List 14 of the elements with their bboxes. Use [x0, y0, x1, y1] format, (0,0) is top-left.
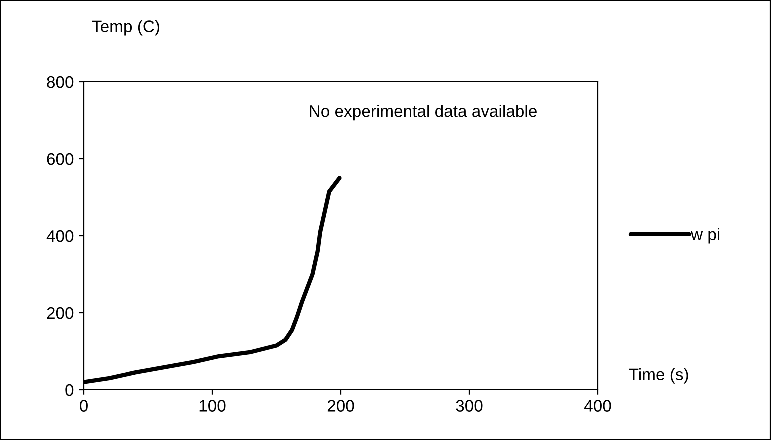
y-axis-title: Temp (C): [92, 20, 160, 36]
y-tick-label: 200: [47, 307, 74, 320]
y-tick-label: 800: [47, 76, 74, 88]
y-tick-label: 400: [46, 230, 74, 242]
y-tick-label: 0: [66, 384, 74, 396]
x-tick-label: 100: [200, 400, 226, 412]
x-tick-label: 400: [584, 400, 612, 412]
annotation: No experimental data available: [310, 105, 537, 121]
y-tick-label: 600: [47, 153, 74, 166]
x-tick-label: 300: [456, 400, 483, 412]
legend-label: w pi: [690, 228, 720, 244]
x-tick-label: 200: [328, 400, 354, 412]
x-tick-label: 0: [80, 400, 88, 412]
x-axis-title: Time (s): [629, 368, 688, 384]
